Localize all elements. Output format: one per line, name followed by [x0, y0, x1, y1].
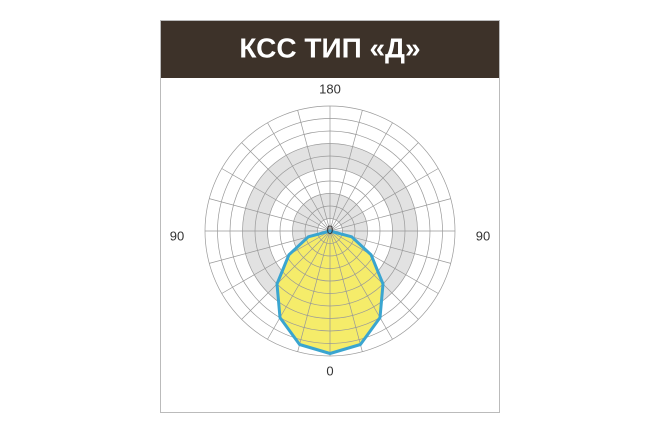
grid-spoke — [329, 110, 363, 232]
grid-spoke — [221, 168, 331, 232]
grid-spoke — [329, 230, 363, 352]
grid-spoke — [329, 230, 393, 340]
grid-spoke — [329, 230, 439, 294]
angle-tick-label: 0 — [326, 363, 333, 378]
grid-spoke — [297, 230, 331, 352]
grid-spoke — [329, 168, 439, 232]
grid-spoke — [329, 230, 419, 320]
center-label: 0 — [327, 223, 334, 237]
grid-spoke — [329, 198, 451, 232]
grid-spoke — [329, 122, 393, 232]
curve — [275, 229, 385, 355]
grid-spoke — [241, 142, 331, 232]
angle-tick-label: 90 — [170, 228, 184, 243]
grid-spoke — [297, 110, 331, 232]
grid-spoke — [241, 230, 331, 320]
header-bar — [161, 21, 499, 78]
angle-tick-label: 180 — [319, 81, 341, 96]
chart-title: КСС ТИП «Д» — [239, 32, 420, 63]
grid-spoke — [267, 230, 331, 340]
grid-spoke — [221, 230, 331, 294]
grid-spoke — [267, 122, 331, 232]
grid-spoke — [329, 142, 419, 232]
grid-spoke — [209, 198, 331, 232]
angle-tick-label: 90 — [476, 228, 490, 243]
